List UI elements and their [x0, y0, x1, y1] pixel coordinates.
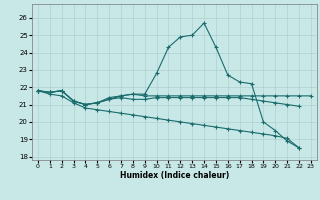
- X-axis label: Humidex (Indice chaleur): Humidex (Indice chaleur): [120, 171, 229, 180]
